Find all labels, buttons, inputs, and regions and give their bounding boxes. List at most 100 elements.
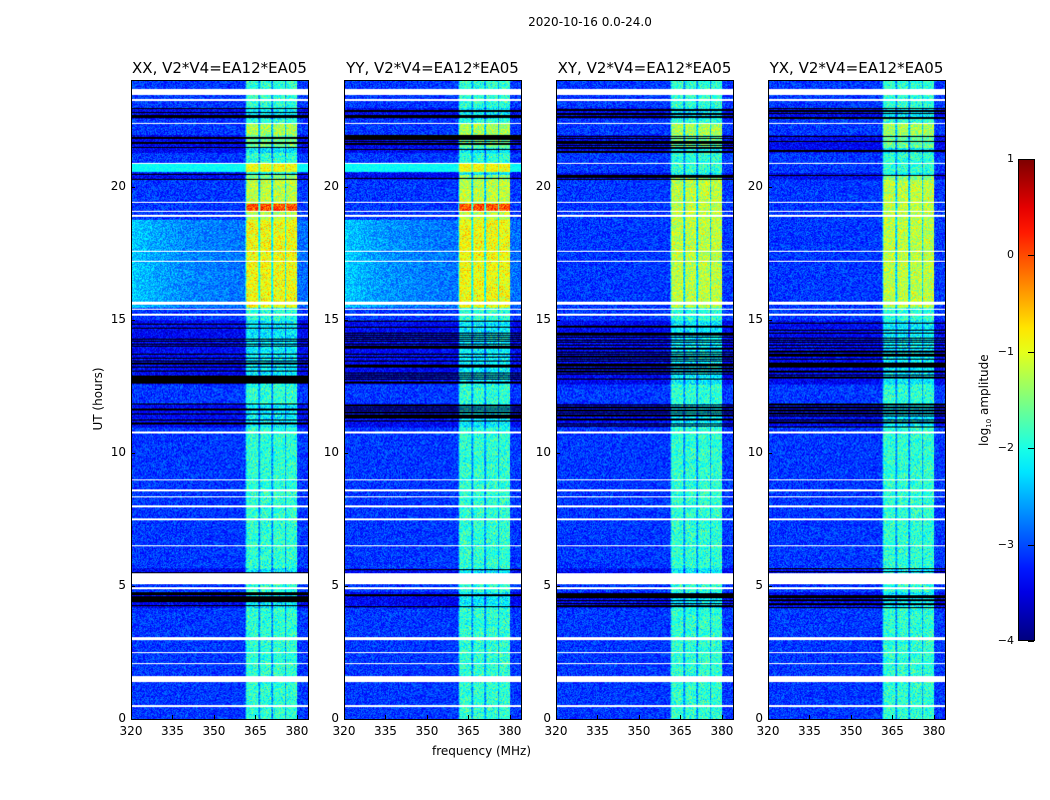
y-tick-mark — [768, 452, 772, 454]
y-tick-mark — [344, 585, 348, 587]
x-tick-label: 335 — [374, 724, 397, 738]
colorbar-tick-mark — [1028, 544, 1034, 546]
heatmap-cells — [557, 81, 733, 719]
y-tick-label: 20 — [535, 178, 551, 193]
y-tick-mark — [768, 585, 772, 587]
colorbar — [1018, 159, 1035, 641]
y-tick-label: 20 — [323, 178, 339, 193]
y-tick-mark — [344, 186, 348, 188]
y-tick-mark — [556, 452, 560, 454]
figure-title: 2020-10-16 0.0-24.0 — [528, 15, 652, 29]
y-tick-label: 15 — [535, 311, 551, 326]
y-tick-mark — [131, 319, 135, 321]
x-tick-label: 320 — [119, 724, 143, 738]
x-tick-mark — [768, 715, 769, 719]
x-tick-mark — [344, 715, 345, 719]
y-tick-mark — [344, 319, 348, 321]
x-tick-label: 365 — [881, 724, 904, 738]
y-tick-mark — [768, 319, 772, 321]
x-tick-mark — [131, 715, 132, 719]
x-tick-mark — [468, 715, 470, 719]
x-tick-mark — [296, 715, 298, 719]
x-tick-mark — [597, 715, 599, 719]
y-tick-label: 10 — [323, 444, 339, 459]
colorbar-tick-mark — [1028, 159, 1034, 160]
y-tick-label: 0 — [543, 711, 551, 725]
heatmap-cells — [132, 81, 308, 719]
x-tick-label: 365 — [457, 724, 480, 738]
y-tick-label: 5 — [755, 577, 763, 592]
y-tick-label: 0 — [331, 711, 339, 725]
y-tick-label: 5 — [543, 577, 551, 592]
x-tick-label: 320 — [332, 724, 356, 738]
x-tick-mark — [850, 715, 852, 719]
panel-title: YY, V2*V4=EA12*EA05 — [346, 59, 519, 77]
panel-title: YX, V2*V4=EA12*EA05 — [769, 59, 944, 77]
x-tick-label: 365 — [244, 724, 267, 738]
x-tick-label: 335 — [586, 724, 609, 738]
y-tick-label: 15 — [323, 311, 339, 326]
colorbar-tick-mark — [1028, 448, 1034, 450]
x-tick-mark — [680, 715, 682, 719]
y-axis-label: UT (hours) — [91, 367, 105, 431]
x-tick-label: 365 — [669, 724, 692, 738]
waterfall-heatmap-xx — [131, 80, 309, 720]
waterfall-heatmap-yy — [344, 80, 522, 720]
x-tick-mark — [892, 715, 894, 719]
colorbar-tick-label: 0 — [1007, 248, 1014, 262]
y-tick-mark — [131, 719, 135, 720]
x-tick-label: 335 — [798, 724, 821, 738]
y-tick-label: 10 — [747, 444, 763, 459]
colorbar-tick-mark — [1028, 255, 1034, 257]
y-tick-label: 10 — [535, 444, 551, 459]
heatmap-cells — [345, 81, 521, 719]
x-tick-mark — [638, 715, 640, 719]
y-tick-mark — [344, 452, 348, 454]
x-tick-mark — [385, 715, 387, 719]
y-tick-mark — [131, 585, 135, 587]
x-tick-mark — [721, 715, 723, 719]
y-tick-mark — [768, 719, 772, 720]
panel-title: XY, V2*V4=EA12*EA05 — [557, 59, 732, 77]
waterfall-heatmap-yx — [768, 80, 946, 720]
x-tick-mark — [213, 715, 215, 719]
y-tick-label: 10 — [110, 444, 126, 459]
x-tick-label: 350 — [202, 724, 226, 738]
x-tick-label: 350 — [415, 724, 439, 738]
x-tick-label: 320 — [544, 724, 568, 738]
panel-title: XX, V2*V4=EA12*EA05 — [132, 59, 307, 77]
colorbar-label: log10 amplitude — [976, 354, 994, 447]
waterfall-heatmap-xy — [556, 80, 734, 720]
y-tick-mark — [131, 186, 135, 188]
x-tick-label: 335 — [161, 724, 184, 738]
y-tick-label: 0 — [118, 711, 126, 725]
y-tick-label: 20 — [747, 178, 763, 193]
colorbar-tick-label: −4 — [997, 634, 1014, 647]
y-tick-mark — [556, 319, 560, 321]
y-tick-mark — [556, 186, 560, 188]
x-tick-mark — [509, 715, 511, 719]
colorbar-tick-mark — [1028, 641, 1034, 642]
x-tick-label: 350 — [839, 724, 863, 738]
y-tick-mark — [768, 186, 772, 188]
x-tick-label: 380 — [922, 724, 946, 738]
colorbar-tick-label: 1 — [1007, 152, 1014, 165]
x-tick-mark — [556, 715, 557, 719]
y-tick-mark — [556, 585, 560, 587]
y-tick-mark — [344, 719, 348, 720]
y-tick-label: 0 — [755, 711, 763, 725]
x-tick-mark — [933, 715, 935, 719]
x-axis-label: frequency (MHz) — [432, 744, 532, 758]
colorbar-tick-label: −3 — [997, 537, 1014, 551]
x-tick-label: 320 — [756, 724, 780, 738]
x-tick-label: 380 — [498, 724, 522, 738]
x-tick-label: 380 — [710, 724, 734, 738]
x-tick-mark — [426, 715, 428, 719]
x-tick-mark — [255, 715, 257, 719]
y-tick-mark — [131, 452, 135, 454]
y-tick-label: 5 — [118, 577, 126, 592]
x-tick-label: 380 — [285, 724, 309, 738]
y-tick-label: 20 — [110, 178, 126, 193]
colorbar-tick-mark — [1028, 351, 1034, 353]
colorbar-tick-label: −1 — [997, 344, 1014, 358]
